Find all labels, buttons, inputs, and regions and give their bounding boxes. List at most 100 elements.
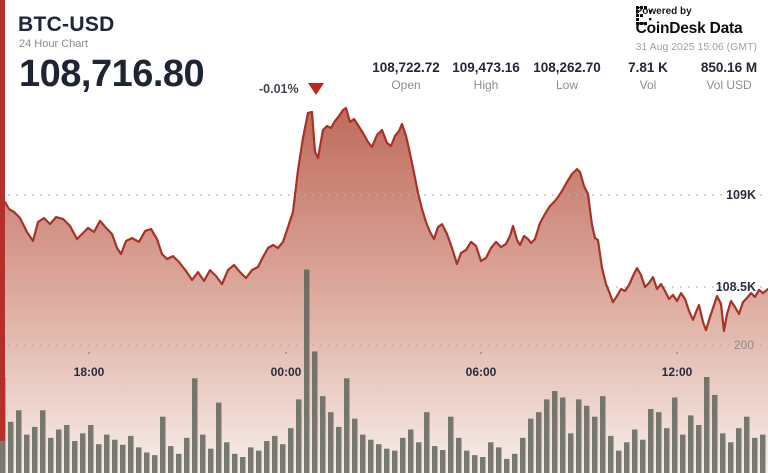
volume-bar xyxy=(168,446,174,473)
volume-bar xyxy=(304,269,310,473)
time-axis-label: 06:00 xyxy=(465,365,497,379)
brand-name: CoinDesk Data xyxy=(635,20,743,37)
volume-bar xyxy=(456,437,462,473)
price-change-percent: -0.01% xyxy=(259,82,299,96)
powered-by-text: Powered by xyxy=(635,6,692,17)
coindesk-logo-icon xyxy=(635,6,651,25)
powered-by-block[interactable]: Powered by CoinDesk Data 31 Aug 2025 15:… xyxy=(635,6,757,53)
volume-bar xyxy=(40,410,46,473)
volume-bar xyxy=(720,433,726,473)
volume-bar xyxy=(504,458,510,473)
stat-vol-usd-value: 850.16 M xyxy=(700,60,758,75)
volume-bar xyxy=(216,402,222,473)
stat-open: 108,722.72 Open xyxy=(372,60,440,92)
volume-axis-label: 200 xyxy=(733,338,754,352)
volume-bar xyxy=(576,399,582,473)
volume-bar xyxy=(120,444,126,473)
chart-subtitle: 24 Hour Chart xyxy=(19,38,89,50)
volume-bar xyxy=(336,426,342,473)
volume-bar xyxy=(664,428,670,473)
volume-bar xyxy=(192,378,198,473)
volume-bar xyxy=(536,412,542,473)
price-line xyxy=(0,106,768,333)
volume-bar xyxy=(96,444,102,473)
timestamp: 31 Aug 2025 15:06 (GMT) xyxy=(635,41,757,53)
volume-bar xyxy=(584,405,590,473)
volume-bar xyxy=(728,442,734,473)
volume-bar xyxy=(328,412,334,473)
time-tick xyxy=(676,352,678,354)
volume-bar xyxy=(32,426,38,473)
time-axis-label: 00:00 xyxy=(270,365,302,379)
stat-low-label: Low xyxy=(555,78,579,92)
volume-bar xyxy=(464,450,470,473)
symbol-title: BTC-USD xyxy=(18,13,115,36)
volume-bar xyxy=(368,439,374,473)
time-tick xyxy=(88,352,90,354)
volume-bar xyxy=(752,437,758,473)
stat-high-label: High xyxy=(473,78,499,92)
volume-bar xyxy=(640,439,646,473)
volume-bar xyxy=(200,434,206,473)
volume-bar xyxy=(704,377,710,473)
volume-bar xyxy=(560,397,566,473)
volume-bar xyxy=(160,416,166,473)
current-price: 108,716.80 xyxy=(19,53,205,95)
stat-high-value: 109,473.16 xyxy=(452,60,520,75)
volume-bar xyxy=(224,442,230,473)
volume-bar xyxy=(320,396,326,473)
volume-bar xyxy=(544,399,550,473)
volume-bar xyxy=(256,450,262,473)
volume-bar xyxy=(360,434,366,473)
volume-bar xyxy=(632,429,638,473)
volume-bar xyxy=(712,394,718,473)
volume-bar xyxy=(112,439,118,473)
time-tick xyxy=(285,352,287,354)
volume-bar xyxy=(680,434,686,473)
volume-bar xyxy=(104,434,110,473)
volume-bar xyxy=(448,416,454,473)
stat-vol-usd: 850.16 M Vol USD xyxy=(701,60,757,92)
volume-bar xyxy=(616,450,622,473)
volume-bar xyxy=(656,412,662,473)
volume-bar xyxy=(208,448,214,473)
volume-bar xyxy=(184,437,190,473)
price-axis-label: 109K xyxy=(726,188,756,202)
stat-vol: 7.81 K Vol xyxy=(628,60,668,92)
time-axis-label: 12:00 xyxy=(661,365,693,379)
volume-bar xyxy=(568,433,574,473)
volume-bar xyxy=(232,453,238,473)
time-tick xyxy=(480,352,482,354)
volume-bar xyxy=(736,428,742,473)
volume-bar xyxy=(280,444,286,473)
stat-high: 109,473.16 High xyxy=(452,60,520,92)
stat-vol-label: Vol xyxy=(639,78,657,92)
stat-low-value: 108,262.70 xyxy=(533,60,601,75)
volume-bar xyxy=(152,455,158,473)
volume-bar xyxy=(480,457,486,473)
volume-bar xyxy=(48,437,54,473)
volume-bar xyxy=(296,399,302,473)
volume-bar xyxy=(312,351,318,473)
volume-bar xyxy=(352,418,358,473)
volume-bar xyxy=(344,378,350,473)
volume-bar xyxy=(672,397,678,473)
volume-bar xyxy=(432,446,438,473)
stat-open-value: 108,722.72 xyxy=(372,60,440,75)
volume-bar xyxy=(512,453,518,473)
volume-bar xyxy=(760,434,766,473)
volume-bar xyxy=(136,447,142,473)
stat-vol-usd-label: Vol USD xyxy=(706,78,752,92)
volume-bar xyxy=(72,441,78,473)
volume-bar xyxy=(408,429,414,473)
volume-bar xyxy=(552,391,558,473)
volume-bar xyxy=(288,428,294,473)
volume-bar xyxy=(272,435,278,473)
price-change-row: -0.01% xyxy=(259,82,324,96)
volume-bar xyxy=(384,448,390,473)
volume-bar xyxy=(688,415,694,473)
volume-bar xyxy=(472,455,478,473)
volume-bar xyxy=(16,410,22,473)
volume-bar xyxy=(528,418,534,473)
